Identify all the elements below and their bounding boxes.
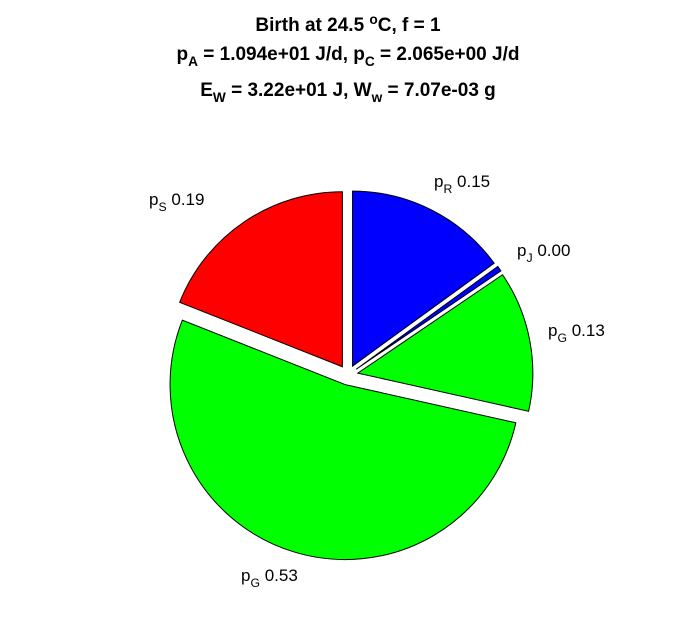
pie-label-1: pJ 0.00 [517, 241, 571, 265]
chart-title-line-2: pA = 1.094e+01 J/d, pC = 2.065e+00 J/d [176, 44, 520, 69]
pie-label-3: pG 0.53 [241, 566, 298, 590]
pie-slice-4 [179, 191, 343, 368]
chart-title-line-1: Birth at 24.5 oC, f = 1 [255, 12, 441, 36]
pie-slice-0 [352, 190, 495, 368]
pie-label-0: pR 0.15 [434, 172, 491, 196]
chart-title-line-3: EW = 3.22e+01 J, Ww = 7.07e-03 g [200, 80, 496, 105]
pie-label-2: pG 0.13 [548, 321, 605, 345]
pie-slice-3 [169, 319, 517, 561]
pie-slice-1 [355, 265, 502, 370]
pie-slice-2 [356, 274, 534, 412]
pie-label-4: pS 0.19 [149, 190, 205, 214]
